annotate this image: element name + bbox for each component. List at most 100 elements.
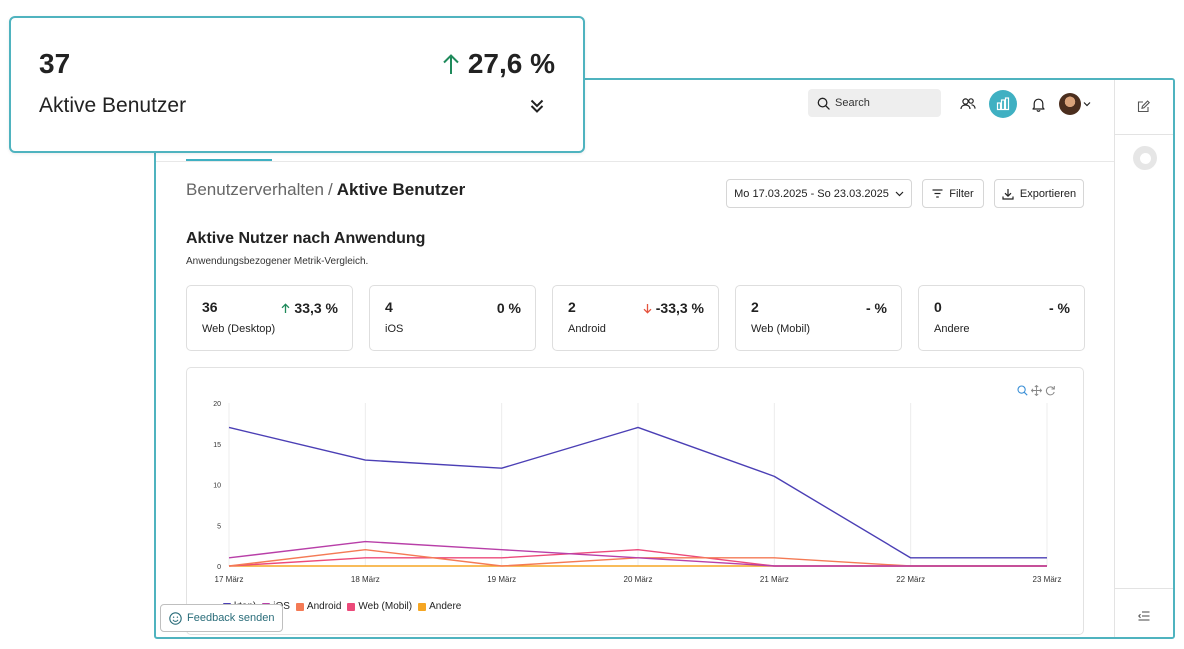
y-tick-label: 20 <box>213 401 221 408</box>
top-bar: Search <box>156 80 1114 130</box>
active-tab-indicator <box>186 159 272 161</box>
legend-item-web-mobile[interactable]: Web (Mobil) <box>347 601 412 612</box>
download-icon <box>1002 188 1014 200</box>
search-placeholder: Search <box>835 97 870 109</box>
metric-label: Web (Desktop) <box>202 323 276 335</box>
metric-change-value: - % <box>866 300 887 316</box>
legend-item-other[interactable]: Andere <box>418 601 461 612</box>
arrow-up-icon <box>443 54 459 74</box>
bell-icon[interactable] <box>1026 92 1050 116</box>
analytics-icon[interactable] <box>989 90 1017 118</box>
breadcrumb: Benutzerverhalten / Aktive Benutzer <box>186 180 465 200</box>
metric-value: 0 <box>934 299 942 315</box>
x-tick-label: 21 März <box>760 575 789 584</box>
y-tick-label: 10 <box>213 483 221 490</box>
series-line-web-desktop <box>228 426 1047 559</box>
arrow-up-icon <box>281 302 290 313</box>
metric-value: 2 <box>751 299 759 315</box>
filter-button[interactable]: Filter <box>922 179 984 208</box>
date-range-picker[interactable]: Mo 17.03.2025 - So 23.03.2025 <box>726 179 912 208</box>
active-users-change: 27,6 % <box>442 48 555 80</box>
legend-swatch <box>418 602 427 611</box>
status-circle-icon[interactable] <box>1133 146 1157 170</box>
section-title: Aktive Nutzer nach Anwendung <box>186 230 426 247</box>
arrow-down-icon <box>643 303 652 314</box>
rail-divider <box>1115 134 1173 135</box>
filter-icon <box>932 189 943 198</box>
metric-label: Android <box>568 323 606 335</box>
chart-panel: 0 5 10 15 20 17 März 18 März 19 März 20 März 21 M… <box>186 367 1084 635</box>
x-tick-label: 23 März <box>1033 575 1062 584</box>
reset-icon[interactable] <box>1045 385 1056 396</box>
metric-card-ios[interactable]: 4 0 % iOS <box>369 285 536 351</box>
legend-swatch <box>347 602 356 611</box>
metric-change: 33,3 % <box>281 300 338 316</box>
y-tick-label: 0 <box>217 564 221 571</box>
active-users-callout-card[interactable]: 37 27,6 % Aktive Benutzer <box>9 16 585 153</box>
double-chevron-down-icon[interactable] <box>529 98 545 119</box>
metric-change: - % <box>866 300 887 316</box>
y-tick-label: 15 <box>213 442 221 449</box>
search-icon <box>817 97 830 110</box>
metric-change-value: - % <box>1049 300 1070 316</box>
x-tick-label: 19 März <box>487 575 516 584</box>
x-tick-label: 17 März <box>215 575 244 584</box>
metric-value: 4 <box>385 299 393 315</box>
feedback-button[interactable]: Feedback senden <box>160 604 284 632</box>
metric-cards: 36 33,3 % Web (Desktop) 4 0 % iOS 2 -33,… <box>186 285 1085 351</box>
metric-card-web-mobile[interactable]: 2 - % Web (Mobil) <box>735 285 902 351</box>
pan-icon[interactable] <box>1031 385 1042 396</box>
user-menu[interactable] <box>1059 93 1091 115</box>
metric-value: 2 <box>568 299 576 315</box>
x-tick-label: 22 März <box>896 575 925 584</box>
metric-card-other[interactable]: 0 - % Andere <box>918 285 1085 351</box>
chevron-down-icon <box>895 191 904 196</box>
metric-change-value: -33,3 % <box>655 300 704 316</box>
breadcrumb-current: Aktive Benutzer <box>336 180 466 199</box>
metric-change-value: 33,3 % <box>294 300 338 316</box>
legend-label: Web (Mobil) <box>358 601 413 612</box>
breadcrumb-parent[interactable]: Benutzerverhalten <box>186 180 324 199</box>
avatar <box>1059 93 1081 115</box>
edit-icon[interactable] <box>1137 100 1150 118</box>
x-tick-label: 18 März <box>351 575 380 584</box>
metric-change-value: 0 % <box>496 300 521 316</box>
right-rail <box>1114 80 1173 637</box>
metric-card-web-desktop[interactable]: 36 33,3 % Web (Desktop) <box>186 285 353 351</box>
header-divider <box>156 161 1114 162</box>
metric-change: 0 % <box>497 300 521 316</box>
users-icon[interactable] <box>956 92 980 116</box>
metric-label: Andere <box>934 323 970 335</box>
legend-item-android[interactable]: Android <box>295 601 342 612</box>
active-users-label: Aktive Benutzer <box>39 94 187 117</box>
legend-label: Android <box>306 601 342 612</box>
breadcrumb-separator: / <box>327 180 333 199</box>
metric-value: 36 <box>202 299 218 315</box>
date-range-label: Mo 17.03.2025 - So 23.03.2025 <box>734 187 889 200</box>
feedback-label: Feedback senden <box>187 612 275 624</box>
filter-label: Filter <box>949 187 974 200</box>
metric-label: iOS <box>385 323 404 335</box>
metric-label: Web (Mobil) <box>751 323 811 335</box>
rail-divider <box>1115 588 1173 589</box>
section-subtitle: Anwendungsbezogener Metrik-Vergleich. <box>186 256 369 267</box>
legend-label: Andere <box>429 601 462 612</box>
metric-change: -33,3 % <box>643 300 704 316</box>
chart-tools <box>1017 385 1056 396</box>
legend-swatch <box>295 602 304 611</box>
x-tick-label: 20 März <box>624 575 653 584</box>
smiley-icon <box>169 611 182 625</box>
active-users-change-value: 27,6 % <box>467 48 555 79</box>
metric-card-android[interactable]: 2 -33,3 % Android <box>552 285 719 351</box>
export-button[interactable]: Exportieren <box>994 179 1084 208</box>
app-window: Search Benutzerverhalten / Aktive Benutzer… <box>154 78 1175 639</box>
zoom-icon[interactable] <box>1017 385 1028 396</box>
y-tick-label: 5 <box>217 523 221 530</box>
series-line-ios <box>228 540 1047 567</box>
collapse-panel-icon[interactable] <box>1138 608 1150 626</box>
line-chart: 0 5 10 15 20 17 März 18 März 19 März 20 März 21 M… <box>213 401 1062 584</box>
export-label: Exportieren <box>1019 187 1077 200</box>
chevron-down-icon <box>1083 102 1091 107</box>
active-users-value: 37 <box>39 48 71 79</box>
search-input[interactable]: Search <box>808 89 941 117</box>
